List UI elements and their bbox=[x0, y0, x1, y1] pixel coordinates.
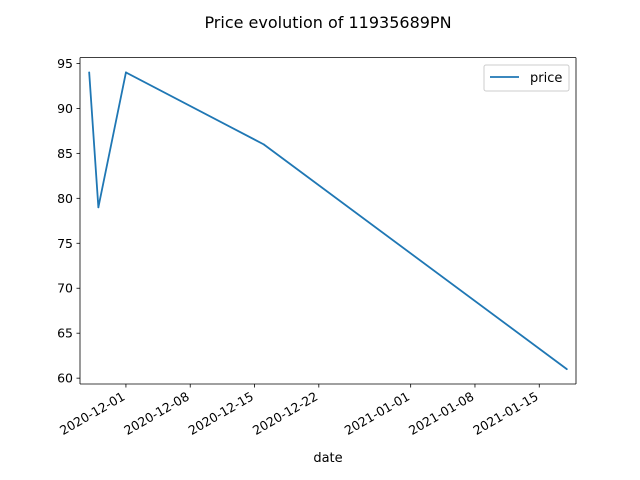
y-tick-label: 75 bbox=[57, 236, 73, 251]
y-tick-label: 65 bbox=[57, 326, 73, 341]
y-axis: 60 65 70 75 80 85 90 95 bbox=[57, 56, 80, 386]
x-tick-label: 2020-12-15 bbox=[186, 389, 256, 438]
data-point bbox=[88, 71, 91, 74]
data-point bbox=[97, 206, 100, 209]
plot-area bbox=[80, 57, 576, 384]
x-axis-label: date bbox=[313, 451, 342, 466]
chart-title: Price evolution of 11935689PN bbox=[204, 13, 451, 32]
data-point bbox=[565, 368, 568, 371]
x-tick-label: 2020-12-01 bbox=[57, 389, 127, 438]
x-tick-label: 2021-01-08 bbox=[406, 389, 476, 438]
x-tick-label: 2021-01-01 bbox=[342, 389, 412, 438]
x-tick-label: 2021-01-15 bbox=[470, 389, 540, 438]
y-tick-label: 60 bbox=[57, 371, 73, 386]
data-point bbox=[262, 143, 265, 146]
x-tick-label: 2020-12-22 bbox=[250, 389, 320, 438]
legend-box bbox=[483, 64, 570, 92]
y-tick-label: 70 bbox=[57, 281, 73, 296]
legend: price bbox=[483, 64, 570, 92]
plot-frame bbox=[79, 57, 577, 385]
legend-label: price bbox=[530, 71, 562, 86]
y-tick-label: 95 bbox=[57, 56, 73, 71]
y-tick-label: 80 bbox=[57, 191, 73, 206]
series-layer bbox=[88, 71, 568, 371]
data-point bbox=[125, 71, 127, 74]
y-tick-label: 90 bbox=[57, 101, 73, 116]
x-axis: 2020-12-012020-12-082020-12-152020-12-22… bbox=[57, 384, 541, 438]
x-tick-label: 2020-12-08 bbox=[121, 389, 191, 438]
y-tick-label: 85 bbox=[57, 146, 73, 161]
